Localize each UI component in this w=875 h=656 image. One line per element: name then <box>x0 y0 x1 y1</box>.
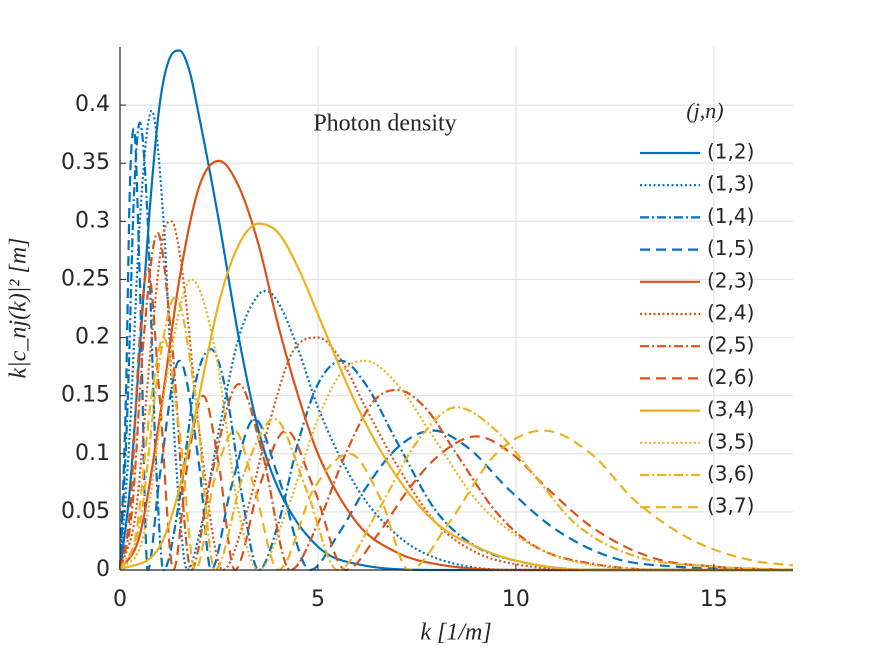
y-tick-label: 0.35 <box>61 150 110 175</box>
plot-area <box>118 49 794 572</box>
legend-label: (2,4) <box>707 301 754 325</box>
legend-label: (3,7) <box>707 494 754 518</box>
y-tick-label: 0.25 <box>61 266 110 291</box>
legend-label: (1,5) <box>707 236 754 260</box>
series-line <box>118 266 794 572</box>
series-line <box>118 295 794 572</box>
y-tick-label: 0.15 <box>61 383 110 408</box>
x-tick-label: 5 <box>311 587 325 612</box>
legend: (j,n) (1,2) (1,3) (1,4) (1,5) (2,3) (2,4) (2,5… <box>640 98 754 518</box>
legend-label: (1,4) <box>707 204 754 228</box>
series-line <box>118 109 793 572</box>
x-tick-label: 0 <box>113 587 127 612</box>
annotation: Photon density <box>313 111 456 137</box>
x-tick-label: 15 <box>700 587 728 612</box>
x-tick-label: 10 <box>502 587 530 612</box>
series-line <box>119 222 793 572</box>
legend-label: (2,3) <box>707 268 754 292</box>
legend-label: (2,5) <box>707 333 754 357</box>
legend-label: (3,4) <box>707 397 754 421</box>
y-tick-label: 0.4 <box>75 92 110 117</box>
legend-label: (3,5) <box>707 429 754 453</box>
x-axis-label: k [1/m] <box>420 620 491 646</box>
legend-label: (1,2) <box>707 140 754 164</box>
axes: 0 0.05 0.1 0.15 0.2 0.25 0.3 0.35 0.4 0 5 10 15 <box>61 47 793 612</box>
legend-title: (j,n) <box>686 98 723 123</box>
series-line <box>119 159 793 572</box>
legend-label: (2,6) <box>707 365 754 389</box>
series-line <box>119 278 793 572</box>
series-line <box>118 231 793 572</box>
legend-label: (1,3) <box>707 172 754 196</box>
legend-label: (3,6) <box>707 462 754 486</box>
y-tick-label: 0.05 <box>61 499 110 524</box>
series-line <box>118 127 794 572</box>
y-tick-label: 0 <box>96 557 110 582</box>
y-axis-label: k|c_nj(k)|² [m] <box>6 237 32 378</box>
series-line <box>118 220 793 572</box>
y-tick-label: 0.1 <box>75 441 110 466</box>
series-line <box>118 121 793 572</box>
series-line <box>118 336 794 572</box>
grid <box>119 47 793 571</box>
y-tick-label: 0.2 <box>75 325 110 350</box>
y-tick-label: 0.3 <box>75 208 110 233</box>
